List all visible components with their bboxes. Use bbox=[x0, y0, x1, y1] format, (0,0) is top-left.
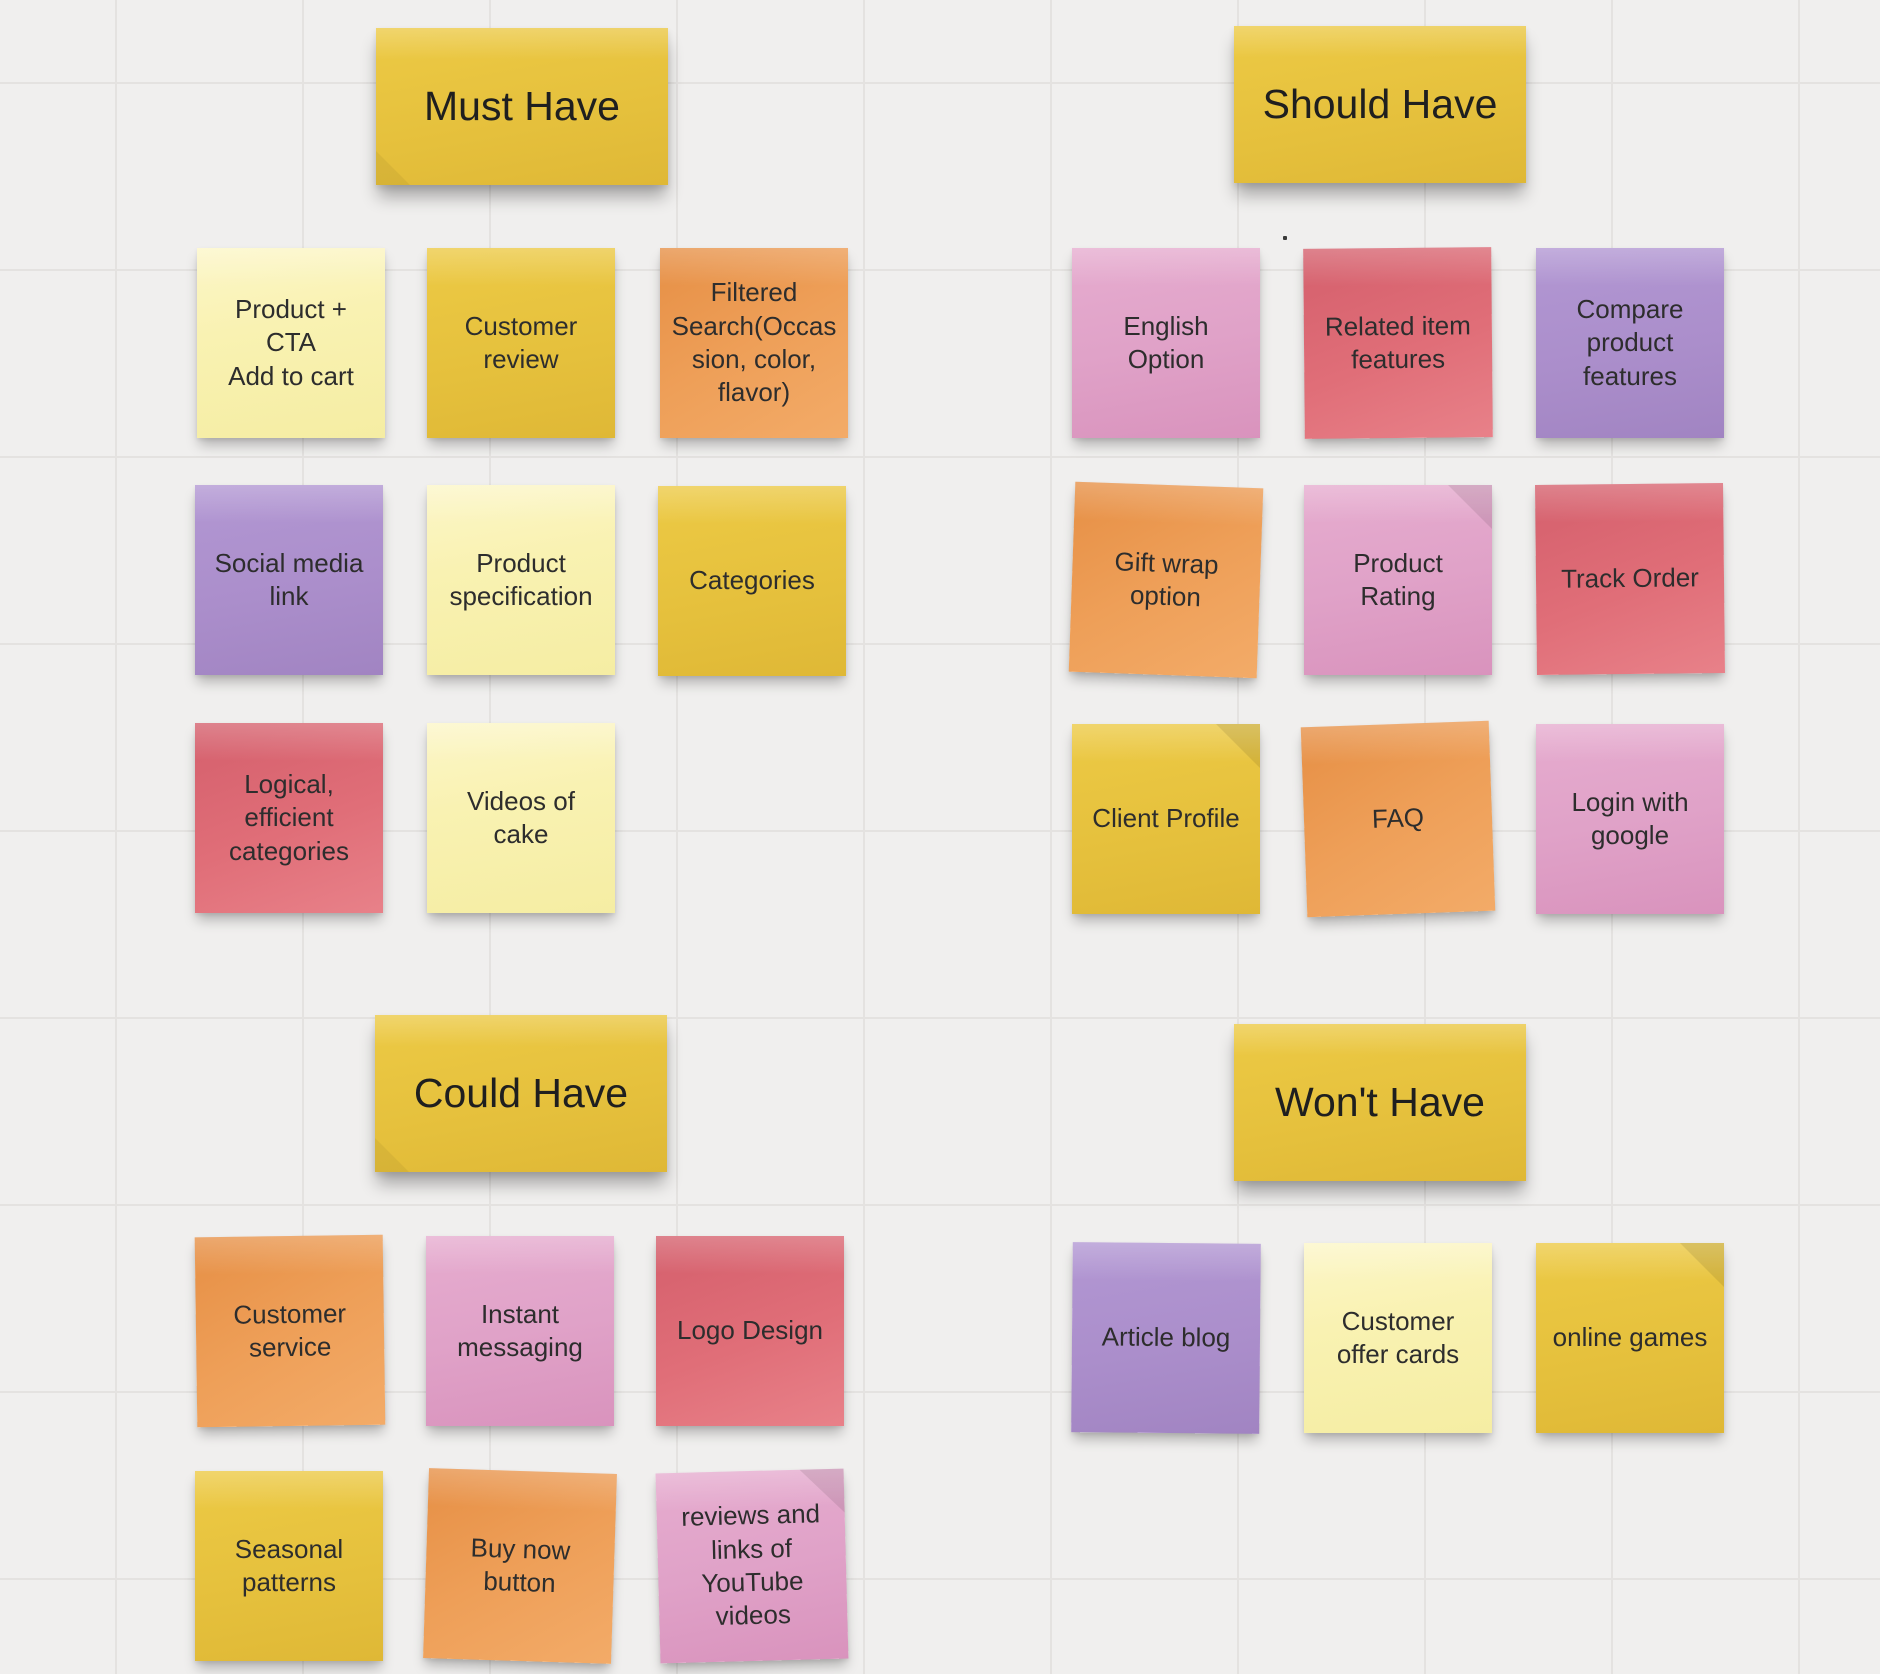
sticky-text: Track Order bbox=[1560, 562, 1700, 595]
sticky-note-article-blog[interactable]: Article blog bbox=[1071, 1242, 1261, 1434]
sticky-text: Logical, efficient categories bbox=[229, 769, 349, 866]
section-header-text: Must Have bbox=[424, 83, 620, 130]
sticky-text: Related item features bbox=[1324, 310, 1471, 375]
section-header-text: Could Have bbox=[413, 1070, 629, 1117]
sticky-text: Instant messaging bbox=[457, 1298, 583, 1362]
sticky-note-instant-messaging[interactable]: Instant messaging bbox=[426, 1236, 614, 1426]
sticky-note-filtered-search[interactable]: Filtered Search(Occas sion, color, flavo… bbox=[660, 248, 848, 438]
section-header-should-have[interactable]: Should Have bbox=[1234, 26, 1526, 183]
sticky-note-compare-product-features[interactable]: Compare product features bbox=[1536, 248, 1724, 438]
sticky-text: Social media link bbox=[214, 547, 364, 611]
sticky-note-buy-now-button[interactable]: Buy now button bbox=[423, 1468, 617, 1664]
sticky-text: Gift wrap option bbox=[1114, 545, 1220, 613]
sticky-text: English Option bbox=[1123, 310, 1209, 374]
section-header-must-have[interactable]: Must Have bbox=[376, 28, 668, 185]
sticky-text: Buy now button bbox=[470, 1532, 571, 1599]
section-header-text: Should Have bbox=[1262, 81, 1498, 128]
sticky-note-product-cta[interactable]: Product + CTA Add to cart bbox=[197, 248, 385, 438]
sticky-text: reviews and links of YouTube videos bbox=[680, 1498, 821, 1632]
sticky-note-client-profile[interactable]: Client Profile bbox=[1072, 724, 1260, 914]
sticky-note-reviews-youtube-videos[interactable]: reviews and links of YouTube videos bbox=[655, 1468, 849, 1664]
sticky-text: Filtered Search(Occas sion, color, flavo… bbox=[671, 277, 837, 408]
sticky-note-customer-offer-cards[interactable]: Customer offer cards bbox=[1304, 1243, 1492, 1433]
sticky-text: online games bbox=[1552, 1322, 1708, 1353]
section-header-could-have[interactable]: Could Have bbox=[375, 1015, 667, 1172]
sticky-text: Seasonal patterns bbox=[234, 1533, 344, 1597]
sticky-note-social-media-link[interactable]: Social media link bbox=[195, 485, 383, 675]
section-header-text: Won't Have bbox=[1275, 1079, 1485, 1126]
sticky-note-online-games[interactable]: online games bbox=[1536, 1243, 1724, 1433]
sticky-text: Client Profile bbox=[1092, 803, 1240, 834]
sticky-note-logical-efficient-categories[interactable]: Logical, efficient categories bbox=[195, 723, 383, 913]
sticky-text: Product specification bbox=[449, 547, 593, 611]
sticky-note-track-order[interactable]: Track Order bbox=[1535, 483, 1725, 675]
sticky-text: Customer review bbox=[464, 310, 578, 374]
sticky-text: Videos of cake bbox=[467, 785, 575, 849]
sticky-text: Logo Design bbox=[677, 1315, 823, 1346]
sticky-note-faq[interactable]: FAQ bbox=[1300, 720, 1496, 918]
sticky-note-gift-wrap-option[interactable]: Gift wrap option bbox=[1068, 481, 1264, 679]
sticky-note-related-item-features[interactable]: Related item features bbox=[1303, 247, 1493, 439]
sticky-text: Product Rating bbox=[1353, 547, 1443, 611]
sticky-text: Product + CTA Add to cart bbox=[228, 294, 354, 391]
sticky-note-product-rating[interactable]: Product Rating bbox=[1304, 485, 1492, 675]
stray-dot bbox=[1283, 236, 1287, 240]
sticky-text: FAQ bbox=[1371, 802, 1425, 835]
sticky-text: Categories bbox=[689, 565, 815, 596]
sticky-note-english-option[interactable]: English Option bbox=[1072, 248, 1260, 438]
sticky-note-login-with-google[interactable]: Login with google bbox=[1536, 724, 1724, 914]
sticky-text: Customer offer cards bbox=[1336, 1305, 1460, 1369]
sticky-text: Compare product features bbox=[1576, 294, 1684, 391]
sticky-text: Article blog bbox=[1101, 1321, 1231, 1353]
sticky-note-logo-design[interactable]: Logo Design bbox=[656, 1236, 844, 1426]
sticky-note-seasonal-patterns[interactable]: Seasonal patterns bbox=[195, 1471, 383, 1661]
sticky-note-customer-review[interactable]: Customer review bbox=[427, 248, 615, 438]
sticky-note-customer-service[interactable]: Customer service bbox=[194, 1234, 386, 1428]
sticky-note-product-specification[interactable]: Product specification bbox=[427, 485, 615, 675]
sticky-note-videos-of-cake[interactable]: Videos of cake bbox=[427, 723, 615, 913]
sticky-text: Login with google bbox=[1571, 786, 1689, 850]
section-header-wont-have[interactable]: Won't Have bbox=[1234, 1024, 1526, 1181]
sticky-text: Customer service bbox=[233, 1297, 347, 1363]
sticky-note-categories[interactable]: Categories bbox=[658, 486, 846, 676]
